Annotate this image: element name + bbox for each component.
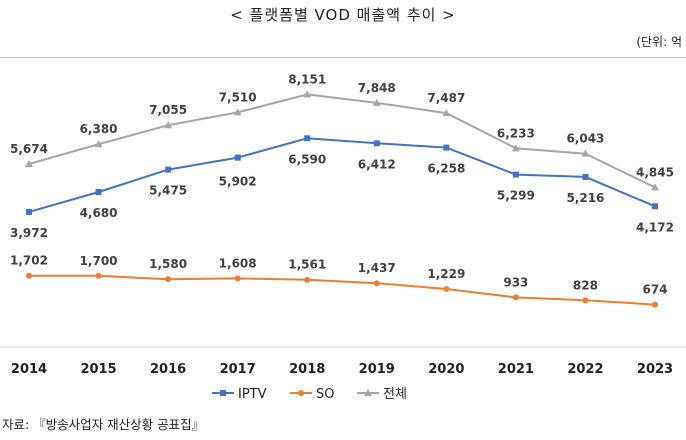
- point-iptv-2015: [95, 188, 102, 195]
- legend-marker-so: [298, 390, 304, 396]
- legend-item-so: SO: [290, 387, 334, 402]
- data-label-iptv-2014: 3,972: [10, 226, 48, 240]
- x-tick-2016: 2016: [150, 362, 186, 377]
- data-label-so-2021: 933: [503, 275, 528, 289]
- x-tick-2015: 2015: [80, 362, 116, 377]
- data-label-iptv-2019: 6,412: [358, 157, 396, 171]
- point-total-2021: [511, 144, 520, 152]
- data-label-so-2016: 1,580: [149, 257, 187, 271]
- data-label-iptv-2016: 5,475: [149, 184, 187, 198]
- series-total: 5,674 6,380 7,055 7,510 8,151 7,848 7,487 6,233…: [10, 72, 674, 191]
- series-layer: 5,674 6,380 7,055 7,510 8,151 7,848 7,487 6,233…: [10, 72, 674, 308]
- data-label-so-2023: 674: [642, 283, 667, 297]
- legend-marker-total: [364, 389, 372, 396]
- data-label-iptv-2017: 5,902: [219, 175, 257, 189]
- data-label-total-2016: 7,055: [149, 103, 187, 117]
- legend-label-iptv: IPTV: [238, 387, 267, 402]
- point-total-2015: [94, 140, 103, 148]
- data-label-total-2020: 7,487: [427, 91, 465, 105]
- point-so-2014: [26, 272, 32, 279]
- series-line-so: [28, 274, 656, 306]
- point-iptv-2014: [26, 208, 32, 215]
- series-so: 1,702 1,700 1,580 1,608 1,561 1,437 1,229 933 82…: [10, 254, 668, 308]
- legend-label-so: SO: [316, 387, 334, 402]
- x-tick-2020: 2020: [428, 362, 464, 377]
- point-iptv-2020: [443, 144, 450, 151]
- data-label-total-2021: 6,233: [497, 126, 535, 140]
- data-label-iptv-2018: 6,590: [288, 152, 326, 166]
- data-label-total-2014: 5,674: [10, 142, 48, 156]
- x-tick-2023: 2023: [637, 362, 673, 377]
- data-label-iptv-2023: 4,172: [636, 220, 674, 234]
- x-tick-2021: 2021: [498, 362, 534, 377]
- data-label-so-2014: 1,702: [10, 254, 48, 268]
- legend-label-total: 전체: [383, 387, 407, 402]
- series-line-total: [28, 93, 656, 189]
- legend: IPTV SO 전체: [212, 387, 407, 402]
- data-label-total-2018: 8,151: [288, 72, 326, 86]
- point-so-2017: [234, 275, 241, 282]
- point-so-2020: [443, 286, 450, 293]
- source-note: 자료: 『방송사업자 재산상황 공표집』: [2, 417, 205, 432]
- x-tick-2018: 2018: [289, 362, 325, 377]
- point-iptv-2018: [304, 135, 311, 142]
- point-iptv-2019: [373, 140, 380, 147]
- legend-item-iptv: IPTV: [212, 387, 267, 402]
- data-label-iptv-2022: 5,216: [566, 191, 604, 205]
- point-so-2022: [582, 297, 589, 304]
- point-so-2015: [95, 272, 102, 279]
- point-total-2023: [651, 183, 659, 191]
- point-total-2014: [25, 160, 33, 168]
- x-tick-layer: 2014 2015 2016 2017 2018 2019 2020 2021 2022 2023: [11, 362, 673, 377]
- data-label-so-2019: 1,437: [358, 261, 396, 275]
- data-label-iptv-2015: 4,680: [80, 206, 118, 220]
- x-tick-2014: 2014: [11, 362, 47, 377]
- data-label-total-2022: 6,043: [566, 132, 604, 146]
- point-so-2019: [373, 280, 380, 287]
- legend-marker-iptv: [220, 390, 226, 396]
- legend-item-total: 전체: [357, 387, 407, 402]
- top-divider: [0, 57, 686, 58]
- chart-title: < 플랫폼별 VOD 매출액 추이 >: [230, 6, 456, 24]
- x-tick-2019: 2019: [359, 362, 395, 377]
- point-total-2017: [233, 108, 242, 116]
- point-iptv-2023: [652, 203, 658, 210]
- data-label-so-2022: 828: [573, 278, 598, 292]
- point-so-2023: [652, 301, 658, 308]
- point-so-2018: [304, 276, 311, 283]
- series-line-iptv: [28, 137, 656, 213]
- data-label-total-2017: 7,510: [219, 90, 257, 104]
- point-iptv-2017: [234, 154, 241, 161]
- data-label-iptv-2021: 5,299: [497, 189, 535, 203]
- data-label-total-2023: 4,845: [636, 165, 674, 179]
- point-so-2016: [165, 276, 172, 283]
- data-label-so-2018: 1,561: [288, 258, 326, 272]
- point-total-2019: [372, 98, 381, 106]
- point-total-2018: [303, 90, 312, 98]
- data-label-iptv-2020: 6,258: [427, 162, 465, 176]
- data-label-so-2017: 1,608: [219, 256, 257, 270]
- point-iptv-2022: [582, 173, 589, 180]
- point-iptv-2021: [512, 171, 519, 178]
- series-iptv: 3,972 4,680 5,475 5,902 6,590 6,412 6,258 5,299…: [10, 135, 674, 240]
- point-total-2020: [442, 109, 451, 117]
- point-so-2021: [512, 294, 519, 301]
- point-iptv-2016: [165, 166, 172, 173]
- x-tick-2017: 2017: [220, 362, 256, 377]
- data-label-total-2015: 6,380: [80, 122, 118, 136]
- data-label-so-2020: 1,229: [427, 267, 465, 281]
- data-label-so-2015: 1,700: [80, 254, 118, 268]
- unit-label: (단위: 억: [636, 35, 682, 49]
- x-tick-2022: 2022: [567, 362, 603, 377]
- data-label-total-2019: 7,848: [358, 81, 396, 95]
- point-total-2016: [164, 121, 173, 129]
- point-total-2022: [581, 149, 590, 157]
